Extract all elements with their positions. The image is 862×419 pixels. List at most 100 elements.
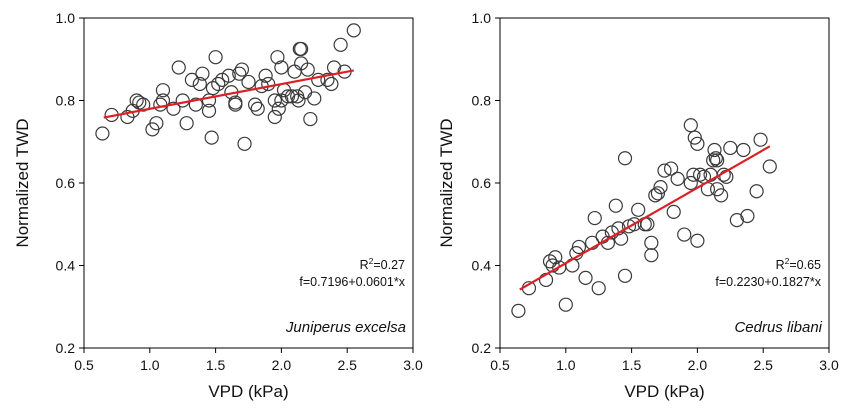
data-point (683, 175, 698, 191)
data-point (250, 101, 265, 116)
data-point (631, 202, 646, 217)
x-axis-title: VPD (kPa) (624, 382, 704, 401)
x-tick-label: 0.5 (74, 357, 94, 373)
r-squared-value: =0.27 (373, 258, 405, 272)
y-tick-label: 0.2 (56, 340, 76, 356)
r-squared-superscript: 2 (785, 256, 790, 266)
data-point (591, 281, 606, 296)
x-tick-label: 1.0 (556, 357, 576, 373)
data-point (762, 159, 777, 174)
data-point (346, 23, 361, 38)
y-tick-label: 1.0 (472, 10, 492, 26)
data-point (175, 93, 190, 108)
data-point (280, 89, 296, 104)
data-point (232, 66, 247, 81)
data-point (687, 130, 702, 145)
data-point (710, 153, 725, 168)
y-tick-label: 0.6 (56, 175, 76, 191)
data-point (261, 76, 276, 92)
data-point (179, 116, 194, 131)
species-label: Cedrus libani (734, 319, 822, 336)
x-tick-label: 1.0 (140, 357, 160, 373)
data-point (287, 64, 302, 79)
y-tick-label: 0.8 (472, 93, 492, 109)
data-point (663, 161, 679, 176)
data-point (166, 101, 181, 116)
x-axis-title: VPD (kPa) (208, 382, 288, 401)
data-point (153, 97, 168, 112)
data-point (686, 167, 701, 182)
data-point (155, 83, 171, 98)
data-point (753, 132, 768, 147)
data-point (716, 167, 731, 182)
data-point (205, 81, 221, 96)
data-point (587, 210, 602, 226)
data-point (617, 151, 633, 166)
y-tick-label: 1.0 (56, 10, 76, 26)
data-point (195, 66, 210, 81)
data-point (707, 142, 722, 158)
fit-equation: f=0.2230+0.1827*x (715, 275, 821, 289)
data-point (713, 188, 729, 203)
x-tick-label: 2.0 (272, 357, 292, 373)
r-squared-superscript: 2 (369, 256, 374, 266)
data-point (708, 151, 723, 166)
y-axis-title: Normalized TWD (437, 118, 456, 247)
data-point (258, 68, 273, 83)
chart-panel-2: 0.5 1.0 1.5 2.0 2.5 3.0 0.2 0.4 0.6 0.8 1.0 VPD (kP… (437, 10, 839, 401)
data-point (297, 85, 313, 100)
data-point (648, 188, 663, 203)
data-point (294, 41, 309, 57)
chart-panel-1: 0.5 1.0 1.5 2.0 2.5 3.0 0.2 0.4 0.6 0.8 1.0 VPD (kP… (13, 10, 423, 401)
x-tick-label: 2.0 (688, 357, 708, 373)
data-point (657, 163, 672, 178)
data-point (221, 68, 236, 83)
data-point (653, 180, 668, 195)
data-point (666, 204, 681, 219)
data-point (311, 72, 326, 87)
x-tick-label: 3.0 (819, 357, 839, 373)
data-point (228, 95, 243, 110)
x-tick-label: 1.5 (622, 357, 642, 373)
data-point (670, 171, 685, 186)
regression-line (519, 145, 771, 291)
x-tick-label: 0.5 (490, 357, 510, 373)
x-tick-label: 1.5 (206, 357, 226, 373)
data-point (303, 111, 318, 127)
data-point (690, 233, 705, 248)
data-point (192, 76, 207, 92)
y-axis-title: Normalized TWD (13, 118, 32, 247)
data-point (690, 136, 705, 151)
data-point (300, 62, 315, 77)
r-squared-label: R2=0.27 (360, 256, 405, 272)
data-point (740, 208, 755, 224)
data-point (683, 118, 698, 133)
data-point (723, 140, 738, 156)
data-point (558, 297, 573, 312)
plot-frame (499, 17, 830, 349)
data-point (729, 213, 744, 228)
data-point (292, 41, 307, 57)
data-point (545, 258, 560, 273)
data-point (640, 217, 655, 232)
x-tick-label: 3.0 (403, 357, 423, 373)
data-point (736, 142, 751, 158)
data-point (578, 270, 593, 285)
data-point (324, 76, 339, 92)
y-tick-label: 0.8 (56, 93, 76, 109)
data-point (644, 248, 659, 263)
data-point (320, 72, 335, 87)
data-point (267, 109, 282, 125)
r-squared-value: =0.65 (789, 258, 821, 272)
data-point (571, 239, 587, 255)
data-point (204, 130, 219, 145)
data-point (271, 101, 286, 116)
y-tick-label: 0.4 (56, 258, 76, 274)
y-tick-label: 0.6 (472, 175, 492, 191)
data-point (677, 227, 692, 242)
y-tick-label: 0.2 (472, 340, 492, 356)
data-point (267, 93, 282, 108)
r-squared-symbol: R (776, 258, 785, 272)
